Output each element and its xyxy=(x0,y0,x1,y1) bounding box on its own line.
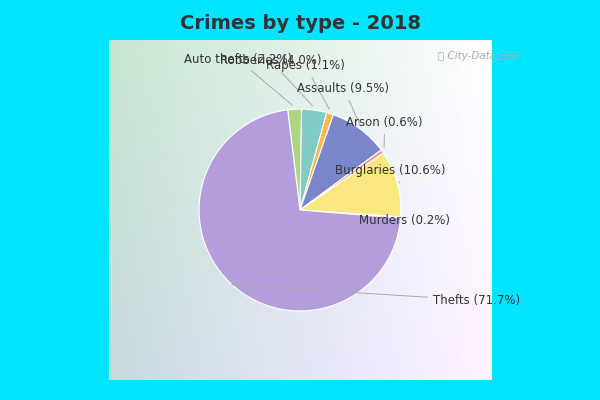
Wedge shape xyxy=(300,115,381,210)
Text: Murders (0.2%): Murders (0.2%) xyxy=(359,214,451,228)
Text: Arson (0.6%): Arson (0.6%) xyxy=(346,116,423,148)
Title: Crimes by type - 2018: Crimes by type - 2018 xyxy=(179,14,421,33)
Wedge shape xyxy=(300,109,327,210)
Text: Rapes (1.1%): Rapes (1.1%) xyxy=(266,60,345,109)
Wedge shape xyxy=(300,150,383,210)
Text: Thefts (71.7%): Thefts (71.7%) xyxy=(232,285,520,307)
Wedge shape xyxy=(287,109,302,210)
Text: Burglaries (10.6%): Burglaries (10.6%) xyxy=(335,164,446,183)
Text: Robberies (4.0%): Robberies (4.0%) xyxy=(220,54,322,106)
Text: Assaults (9.5%): Assaults (9.5%) xyxy=(298,82,389,124)
Wedge shape xyxy=(300,113,334,210)
Wedge shape xyxy=(199,110,401,311)
Text: ⓘ City-Data.com: ⓘ City-Data.com xyxy=(438,51,522,61)
Wedge shape xyxy=(300,210,401,218)
Text: Auto thefts (2.2%): Auto thefts (2.2%) xyxy=(184,53,292,105)
Wedge shape xyxy=(300,153,401,217)
